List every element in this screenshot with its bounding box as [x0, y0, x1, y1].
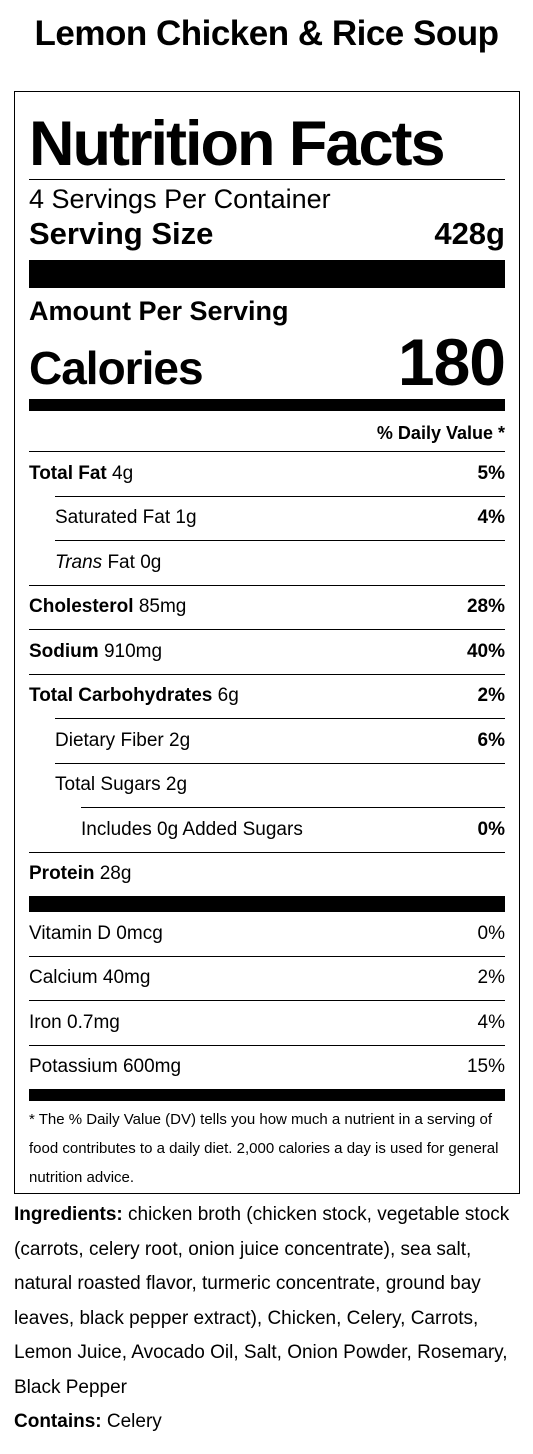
- vitamin-row-potassium: Potassium 600mg 15%: [29, 1046, 505, 1090]
- nutrient-amount: 1g: [175, 507, 197, 529]
- nutrient-amount: 2g: [165, 774, 188, 796]
- nutrient-amount: 6g: [217, 685, 239, 707]
- calories-row: Calories 180: [29, 321, 506, 399]
- calories-label: Calories: [29, 342, 204, 394]
- amount-per-serving: Amount Per Serving: [29, 296, 289, 326]
- nutrient-name: Includes 0g Added Sugars: [81, 818, 303, 840]
- divider: [29, 584, 505, 586]
- ingredients-section: Ingredients: chicken broth (chicken stoc…: [14, 1198, 520, 1440]
- nutrient-name-italic: Trans: [55, 551, 103, 573]
- divider: [55, 495, 505, 497]
- nutrient-dv: 2%: [477, 685, 505, 707]
- servings-per-container: 4 Servings Per Container: [29, 184, 331, 214]
- nutrient-row-cholesterol: Cholesterol 85mg 28%: [29, 586, 505, 630]
- vitamin-row-calcium: Calcium 40mg 2%: [29, 957, 505, 1001]
- thick-divider: [29, 260, 505, 288]
- divider: [29, 1000, 505, 1001]
- nutrient-amount: 28g: [99, 863, 132, 885]
- nutrient-name: Protein: [29, 863, 95, 885]
- thick-divider: [29, 399, 505, 411]
- vitamin-name: Iron: [29, 1011, 62, 1033]
- nutrient-row-saturated-fat: Saturated Fat 1g 4%: [29, 497, 505, 541]
- divider: [29, 851, 505, 853]
- nutrient-dv: 28%: [466, 596, 505, 618]
- nutrient-amount: 2g: [169, 729, 191, 751]
- nutrient-amount: 4g: [112, 462, 134, 484]
- nutrient-name: Total Fat: [29, 462, 107, 484]
- vitamin-name: Potassium: [29, 1056, 118, 1078]
- nutrient-name: Total Carbohydrates: [29, 685, 213, 707]
- nutrition-facts-label: Nutrition Facts 4 Servings Per Container…: [14, 91, 520, 1194]
- vitamin-dv: 4%: [477, 1011, 505, 1033]
- divider: [81, 807, 505, 808]
- vitamin-dv: 0%: [477, 922, 505, 944]
- nutrient-row-trans-fat: Trans Fat 0g: [29, 541, 505, 585]
- nutrient-name: Saturated Fat: [55, 507, 171, 529]
- serving-size-row: Serving Size 428g: [29, 214, 505, 260]
- nutrient-amount: 910mg: [103, 640, 163, 662]
- contains-line: Contains: Celery: [14, 1405, 520, 1440]
- divider: [55, 762, 505, 764]
- serving-size-value: 428g: [434, 216, 505, 251]
- nutrient-dv: 6%: [477, 729, 505, 751]
- vitamin-amount: 0mcg: [116, 922, 163, 944]
- contains-text: Celery: [106, 1411, 162, 1432]
- vitamin-amount: 600mg: [122, 1056, 182, 1078]
- ingredients-label: Ingredients:: [14, 1204, 123, 1225]
- nutrient-name: Dietary Fiber: [55, 729, 164, 751]
- nutrient-row-added-sugars: Includes 0g Added Sugars 0%: [29, 808, 505, 852]
- daily-value-header: % Daily Value *: [376, 423, 505, 443]
- nutrient-row-sodium: Sodium 910mg 40%: [29, 630, 505, 674]
- divider: [55, 540, 505, 541]
- vitamin-row-iron: Iron 0.7mg 4%: [29, 1001, 505, 1045]
- divider: [29, 629, 505, 630]
- vitamin-amount: 40mg: [102, 967, 151, 989]
- nutrient-row-dietary-fiber: Dietary Fiber 2g 6%: [29, 719, 505, 763]
- nutrient-amount: 0g: [140, 551, 162, 573]
- nutrient-row-total-sugars: Total Sugars 2g: [29, 764, 505, 808]
- divider: [29, 179, 505, 180]
- vitamin-dv: 15%: [466, 1056, 505, 1078]
- divider: [29, 673, 505, 675]
- contains-label: Contains:: [14, 1411, 102, 1432]
- nutrient-name: Total Sugars: [55, 774, 161, 796]
- nutrient-dv: 0%: [477, 818, 505, 840]
- nutrient-row-total-carbohydrates: Total Carbohydrates 6g 2%: [29, 675, 505, 719]
- nutrient-row-total-fat: Total Fat 4g 5%: [29, 452, 505, 496]
- nutrition-facts-heading: Nutrition Facts: [29, 109, 446, 179]
- serving-size-label: Serving Size: [29, 216, 214, 251]
- nutrient-dv: 4%: [477, 507, 505, 529]
- thick-divider: [29, 896, 505, 912]
- nutrient-name: Sodium: [29, 640, 99, 662]
- nutrient-amount: 85mg: [138, 596, 187, 618]
- ingredients-text: chicken broth (chicken stock, vegetable …: [14, 1204, 510, 1398]
- nutrient-name: Fat: [107, 551, 135, 573]
- calories-value: 180: [397, 325, 506, 399]
- nutrient-row-protein: Protein 28g: [29, 853, 505, 897]
- divider: [29, 955, 505, 957]
- nutrient-dv: 5%: [477, 462, 505, 484]
- ingredients-paragraph: Ingredients: chicken broth (chicken stoc…: [14, 1198, 520, 1405]
- nutrient-name: Cholesterol: [29, 596, 134, 618]
- nutrient-dv: 40%: [466, 640, 505, 662]
- thick-divider: [29, 1089, 505, 1101]
- vitamin-row-vitamin-d: Vitamin D 0mcg 0%: [29, 912, 505, 956]
- divider: [29, 451, 505, 452]
- product-title: Lemon Chicken & Rice Soup: [34, 14, 499, 53]
- vitamin-dv: 2%: [477, 967, 505, 989]
- divider: [55, 718, 505, 719]
- vitamin-name: Vitamin D: [29, 922, 112, 944]
- daily-value-footnote: * The % Daily Value (DV) tells you how m…: [29, 1111, 499, 1186]
- vitamin-name: Calcium: [29, 967, 98, 989]
- divider: [29, 1044, 505, 1046]
- vitamin-amount: 0.7mg: [67, 1011, 120, 1033]
